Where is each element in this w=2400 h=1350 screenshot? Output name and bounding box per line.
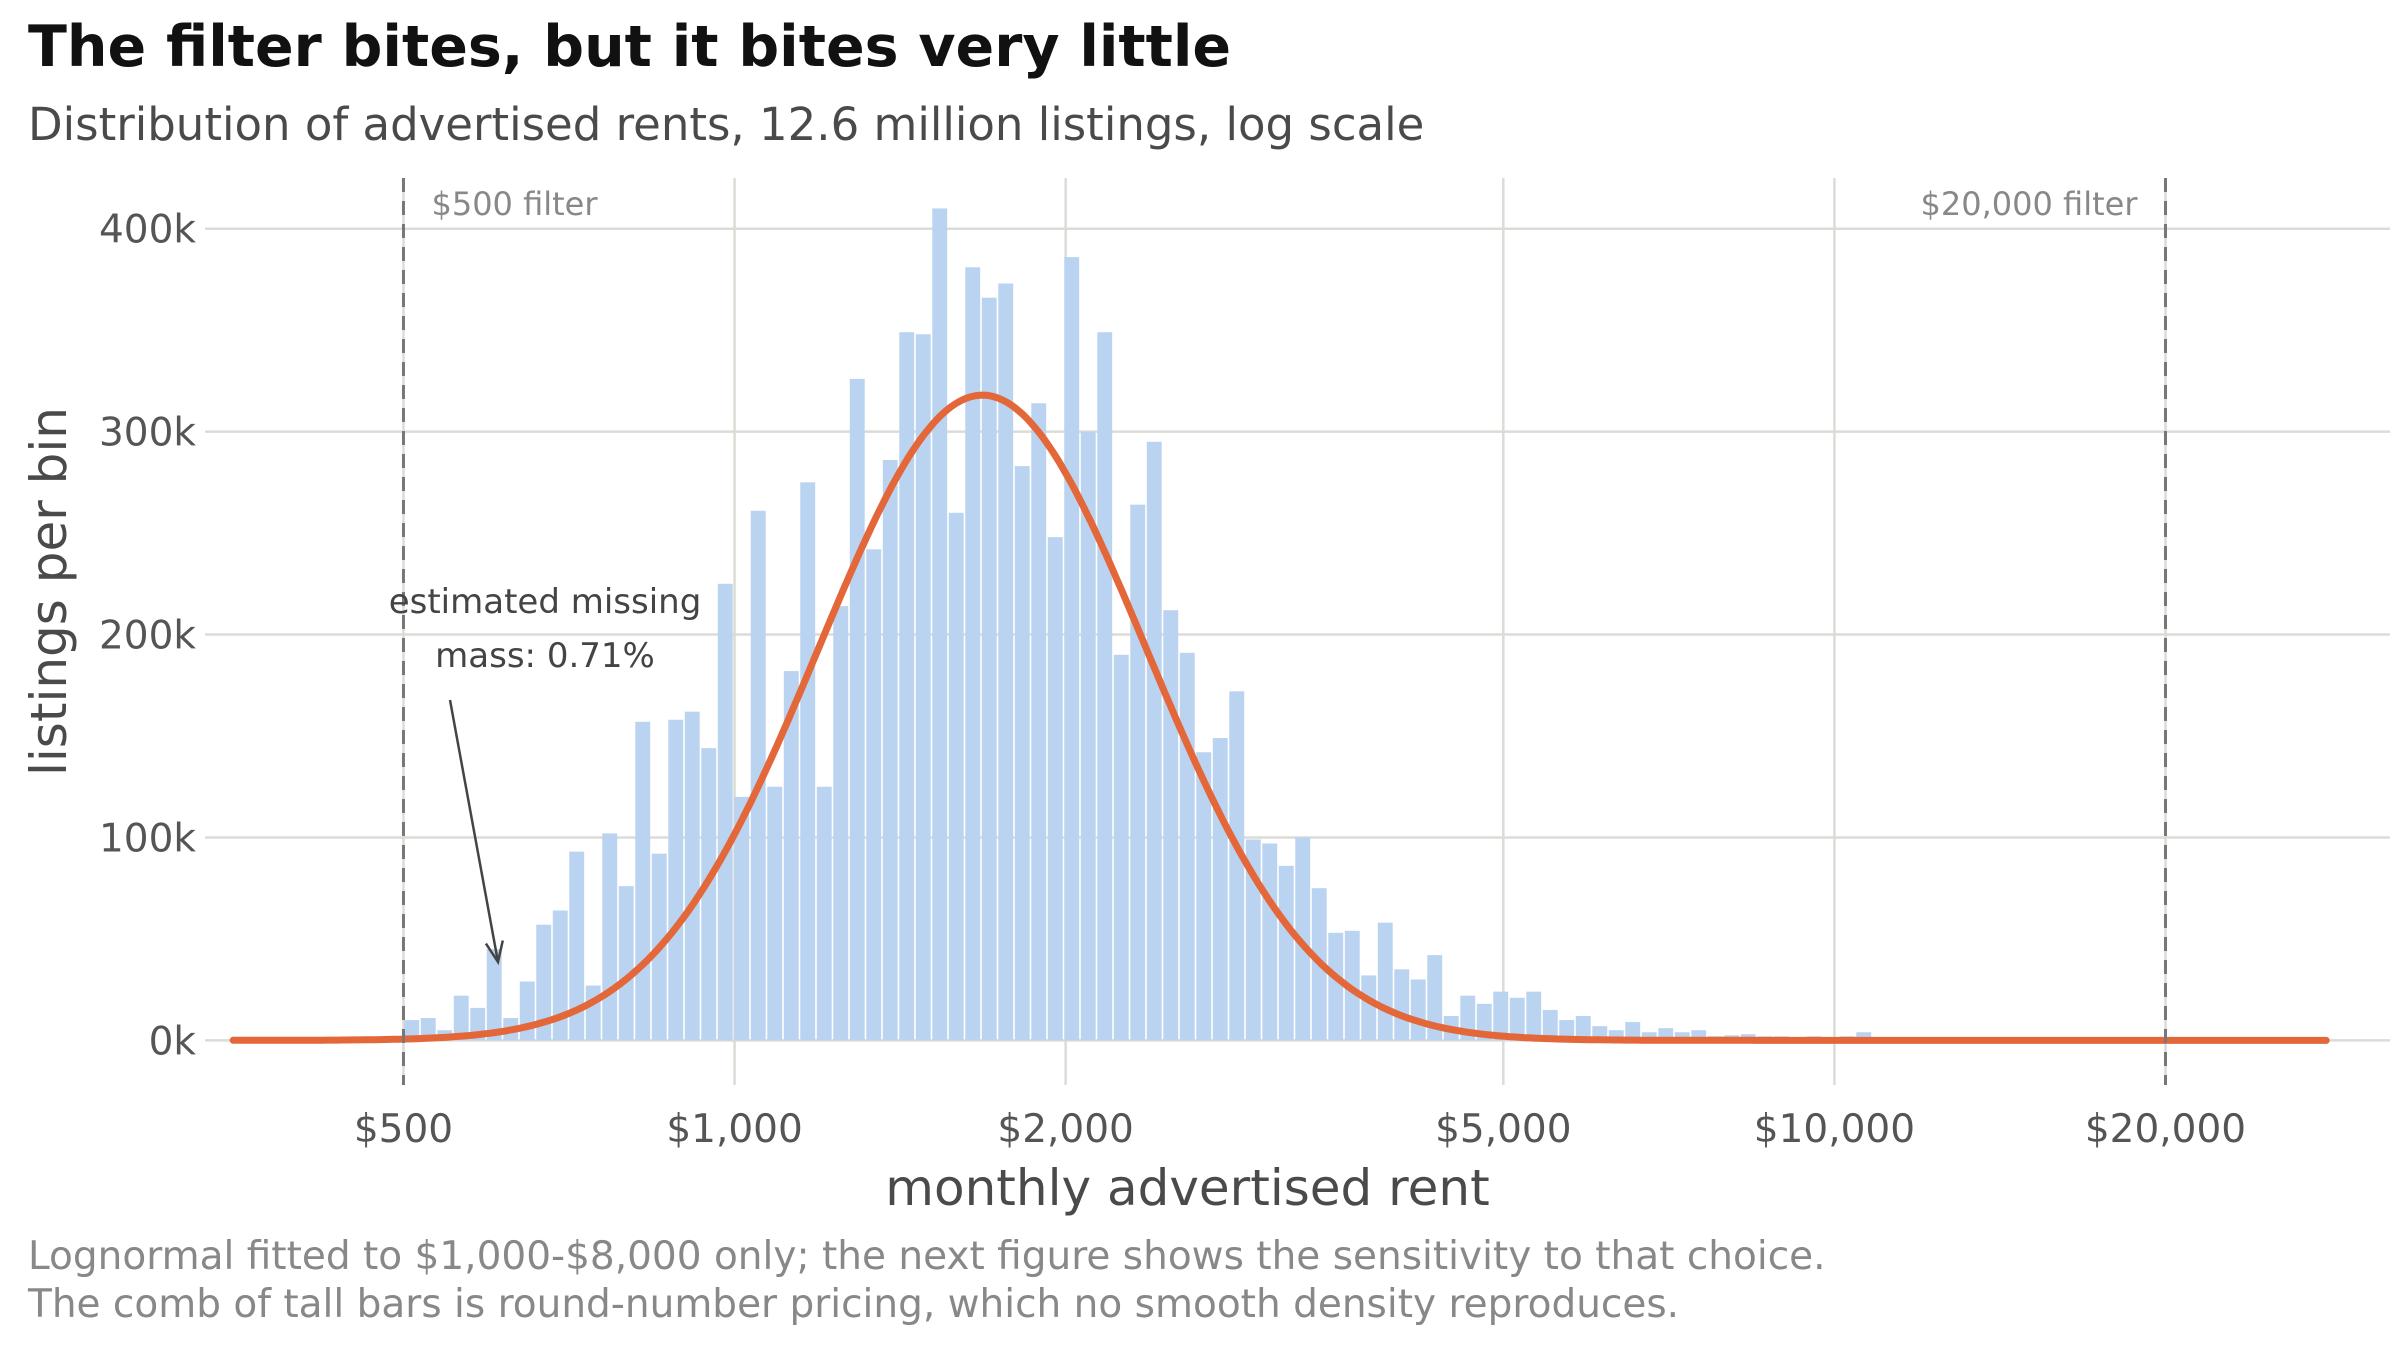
histogram-bar (1328, 932, 1344, 1041)
histogram-bar (1526, 991, 1542, 1041)
histogram-bar (800, 482, 816, 1041)
histogram-bar (1377, 922, 1393, 1041)
filter-label: $20,000 filter (1921, 185, 2139, 223)
histogram-bar (1427, 955, 1443, 1041)
histogram-bar (453, 995, 469, 1041)
histogram-bar (1031, 403, 1047, 1041)
histogram-bar (1262, 843, 1278, 1041)
caption-line-1: Lognormal fitted to $1,000-$8,000 only; … (28, 1234, 1826, 1279)
histogram-bar (1394, 969, 1410, 1041)
y-tick-label: 100k (99, 816, 196, 861)
annotations: estimated missing mass: 0.71% (389, 582, 702, 966)
histogram-bar (899, 332, 915, 1041)
histogram-bar (552, 910, 568, 1041)
y-tick-label: 200k (99, 614, 196, 659)
x-tick-label: $500 (354, 1107, 453, 1152)
histogram-bar (1212, 738, 1228, 1041)
histogram-bar (1608, 1030, 1624, 1041)
histogram-bar (585, 985, 601, 1041)
histogram-bar (1625, 1022, 1641, 1041)
x-tick-label: $20,000 (2085, 1107, 2246, 1152)
histogram-bar (1410, 979, 1426, 1041)
histogram-bar (1080, 431, 1096, 1041)
chart-subtitle: Distribution of advertised rents, 12.6 m… (28, 98, 1425, 151)
annotation-arrow (448, 699, 500, 963)
histogram-bar (1179, 652, 1195, 1041)
x-tick-label: $2,000 (997, 1107, 1133, 1152)
histogram-bar (1229, 691, 1245, 1041)
histogram-bar (1196, 752, 1212, 1041)
histogram-bar (750, 510, 766, 1041)
histogram-bar (1559, 1020, 1575, 1041)
histogram-bar (981, 297, 997, 1041)
histogram-bar (1509, 997, 1525, 1041)
histogram-bar (1856, 1032, 1872, 1041)
x-axis-label: monthly advertised rent (885, 1159, 1489, 1217)
y-tick-label: 300k (99, 411, 196, 456)
histogram-bar (965, 267, 981, 1041)
histogram-bar (948, 512, 964, 1041)
histogram-bar (618, 886, 634, 1041)
lognormal-curve (229, 391, 2330, 1044)
histogram-bar (1146, 441, 1162, 1041)
x-tick-label: $10,000 (1754, 1107, 1915, 1152)
histogram-bar (1361, 975, 1377, 1041)
histogram-bar (536, 924, 552, 1041)
x-tick-label: $1,000 (666, 1107, 802, 1152)
histogram-bar (1130, 504, 1146, 1041)
histogram-bar (684, 711, 700, 1041)
histogram-bar (635, 721, 651, 1041)
annotation-arrowhead (484, 940, 504, 966)
y-axis-label: listings per bin (20, 407, 78, 776)
histogram-bar (1245, 839, 1261, 1041)
histogram-bar (486, 949, 502, 1041)
histogram-bar (1295, 837, 1311, 1041)
histogram-bar (1047, 537, 1063, 1041)
histogram-bar (1064, 257, 1080, 1041)
histogram-bar (717, 583, 733, 1041)
histogram-bar (816, 786, 832, 1041)
caption-line-2: The comb of tall bars is round-number pr… (28, 1282, 1680, 1327)
chart-title: The filter bites, but it bites very litt… (28, 14, 1232, 80)
histogram-bar (569, 851, 585, 1041)
y-tick-label: 0k (149, 1019, 197, 1064)
histogram-bar (1674, 1032, 1690, 1041)
histogram-bar (602, 833, 618, 1041)
histogram-bar (519, 981, 535, 1041)
lognormal-fit-line (229, 391, 2330, 1044)
histogram-bar (998, 283, 1014, 1041)
histogram-bar (1691, 1030, 1707, 1041)
histogram-bar (1641, 1032, 1657, 1041)
annotation-text: estimated missing (389, 582, 702, 622)
axis-ticks: 0k 100k 200k 300k 400k $500 $1,000 $2,000 $5,000… (99, 208, 2246, 1152)
annotation-text: mass: 0.71% (435, 636, 655, 676)
histogram-bar (668, 719, 684, 1041)
histogram-bar (1493, 991, 1509, 1041)
histogram-bars (404, 208, 1921, 1041)
filter-label: $500 filter (431, 185, 598, 223)
x-tick-label: $5,000 (1435, 1107, 1571, 1152)
histogram-bar (734, 796, 750, 1041)
histogram-bar (882, 460, 898, 1041)
histogram-bar (701, 748, 717, 1041)
histogram-bar (866, 549, 882, 1041)
histogram-bar (915, 334, 931, 1041)
histogram-bar (783, 671, 799, 1041)
histogram-bar (1097, 332, 1113, 1041)
histogram-bar (1278, 865, 1294, 1041)
y-tick-label: 400k (99, 208, 196, 253)
histogram-bar (932, 208, 948, 1041)
histogram-bar (767, 786, 783, 1041)
histogram-bar (1542, 1009, 1558, 1041)
filter-lines: $500 filter $20,000 filter (401, 178, 2167, 1085)
histogram-bar (849, 378, 865, 1041)
histogram-bar (1575, 1016, 1591, 1041)
histogram-bar (833, 606, 849, 1041)
histogram-bar (1113, 654, 1129, 1041)
histogram-bar (1163, 610, 1179, 1041)
histogram-bar (1014, 466, 1030, 1041)
